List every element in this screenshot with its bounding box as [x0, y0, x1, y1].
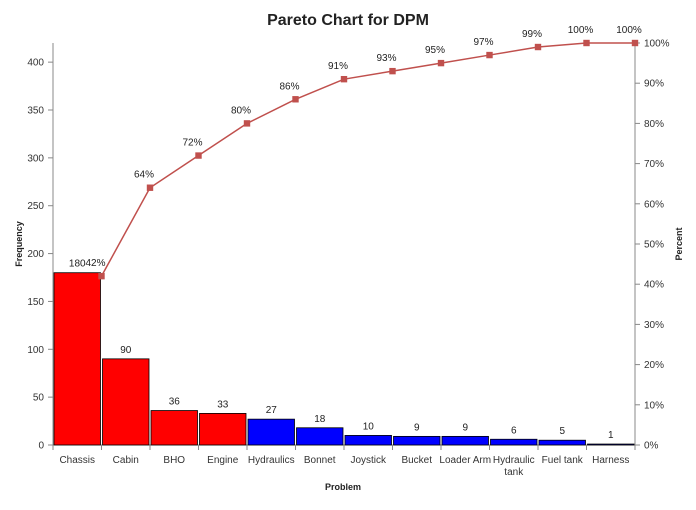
cumulative-marker [534, 43, 542, 51]
y2-tick-label: 20% [644, 360, 664, 371]
cumulative-percent-label: 91% [328, 61, 348, 72]
x-tick-label: BHO [163, 455, 185, 466]
cumulative-percent-label: 95% [425, 45, 445, 56]
plot-area: 0 50 100 150 200 250 300 350 400 0% 10% 20% 30% 40% 50… [27, 25, 669, 478]
y-tick-label: 100 [27, 345, 44, 356]
cumulative-percent-label: 80% [231, 105, 251, 116]
x-tick-label: Cabin [113, 455, 139, 466]
y-tick-label: 50 [33, 393, 45, 404]
x-tick-label: Hydraulic tank [493, 455, 535, 478]
bar-data-label: 6 [511, 425, 517, 436]
x-tick-label: Fuel tank [542, 455, 584, 466]
y2-tick-label: 30% [644, 320, 664, 331]
cumulative-marker [340, 75, 348, 83]
bar-data-label: 180 [69, 259, 86, 270]
y2-tick-label: 60% [644, 199, 664, 210]
bar [247, 418, 295, 446]
bar [344, 435, 392, 446]
bar-data-label: 9 [414, 422, 420, 433]
bar [441, 435, 489, 446]
cumulative-percent-label: 99% [522, 29, 542, 40]
bar-data-label: 18 [314, 414, 326, 425]
bar [538, 439, 586, 446]
y2-tick-label: 0% [644, 441, 659, 452]
cumulative-marker [437, 59, 445, 67]
y-tick-label: 300 [27, 153, 44, 164]
cumulative-percent-label: 86% [279, 81, 299, 92]
cumulative-marker [389, 67, 396, 75]
cumulative-percent-label: 72% [182, 138, 202, 149]
y-tick-label: 150 [27, 297, 44, 308]
bar [587, 443, 635, 446]
x-tick-label: Chassis [59, 455, 95, 466]
y-tick-label: 250 [27, 201, 44, 212]
cumulative-marker [583, 39, 590, 47]
x-tick-label: Engine [207, 455, 239, 466]
bar-data-label: 1 [608, 430, 614, 441]
x-axis-label: Problem [325, 482, 361, 492]
bar-data-label: 33 [217, 399, 229, 410]
bar [53, 272, 101, 446]
y-tick-label: 400 [27, 58, 44, 69]
y-tick-label: 200 [27, 249, 44, 260]
x-tick-label: Bonnet [304, 455, 336, 466]
bar [490, 438, 538, 446]
y2-tick-label: 80% [644, 119, 664, 130]
bar-data-label: 5 [559, 426, 565, 437]
y2-tick-label: 40% [644, 280, 664, 291]
bar [296, 427, 344, 446]
x-tick-label: Hydraulics [248, 455, 295, 466]
bar-data-label: 36 [169, 397, 181, 408]
cumulative-marker [486, 51, 493, 59]
y-axis-label: Frequency [14, 221, 24, 267]
bar [150, 410, 198, 446]
x-tick-label: Harness [592, 455, 629, 466]
bar-data-label: 9 [462, 422, 468, 433]
cumulative-marker [195, 152, 202, 159]
bar [102, 358, 150, 446]
y2-axis-label: Percent [674, 227, 684, 260]
y-tick-label: 0 [38, 441, 44, 452]
y2-tick-label: 10% [644, 400, 664, 411]
cumulative-percent-label: 100% [568, 25, 594, 36]
cumulative-percent-label: 97% [473, 37, 493, 48]
cumulative-percent-label: 93% [376, 53, 396, 64]
y2-tick-label: 100% [644, 39, 670, 50]
cumulative-percent-label: 64% [134, 170, 154, 181]
bar-data-label: 27 [266, 405, 278, 416]
cumulative-marker [98, 272, 105, 280]
bar [199, 413, 247, 446]
cumulative-percent-label: 42% [85, 258, 105, 269]
y2-tick-label: 90% [644, 79, 664, 90]
y2-tick-label: 70% [644, 159, 664, 170]
cumulative-percent-label: 100% [616, 25, 642, 36]
y-tick-label: 350 [27, 106, 44, 117]
x-tick-label: Loader Arm [439, 455, 491, 466]
y2-tick-label: 50% [644, 240, 664, 251]
cumulative-line [100, 42, 635, 277]
x-tick-label: Bucket [401, 455, 432, 466]
cumulative-marker [146, 184, 154, 191]
chart-title: Pareto Chart for DPM [267, 12, 429, 29]
x-tick-label: Joystick [350, 455, 387, 466]
bar-data-label: 90 [120, 345, 132, 356]
cumulative-marker [292, 96, 299, 103]
cumulative-marker [631, 39, 639, 47]
bar-data-label: 10 [363, 421, 375, 432]
bar [393, 435, 441, 446]
cumulative-marker [243, 120, 251, 127]
